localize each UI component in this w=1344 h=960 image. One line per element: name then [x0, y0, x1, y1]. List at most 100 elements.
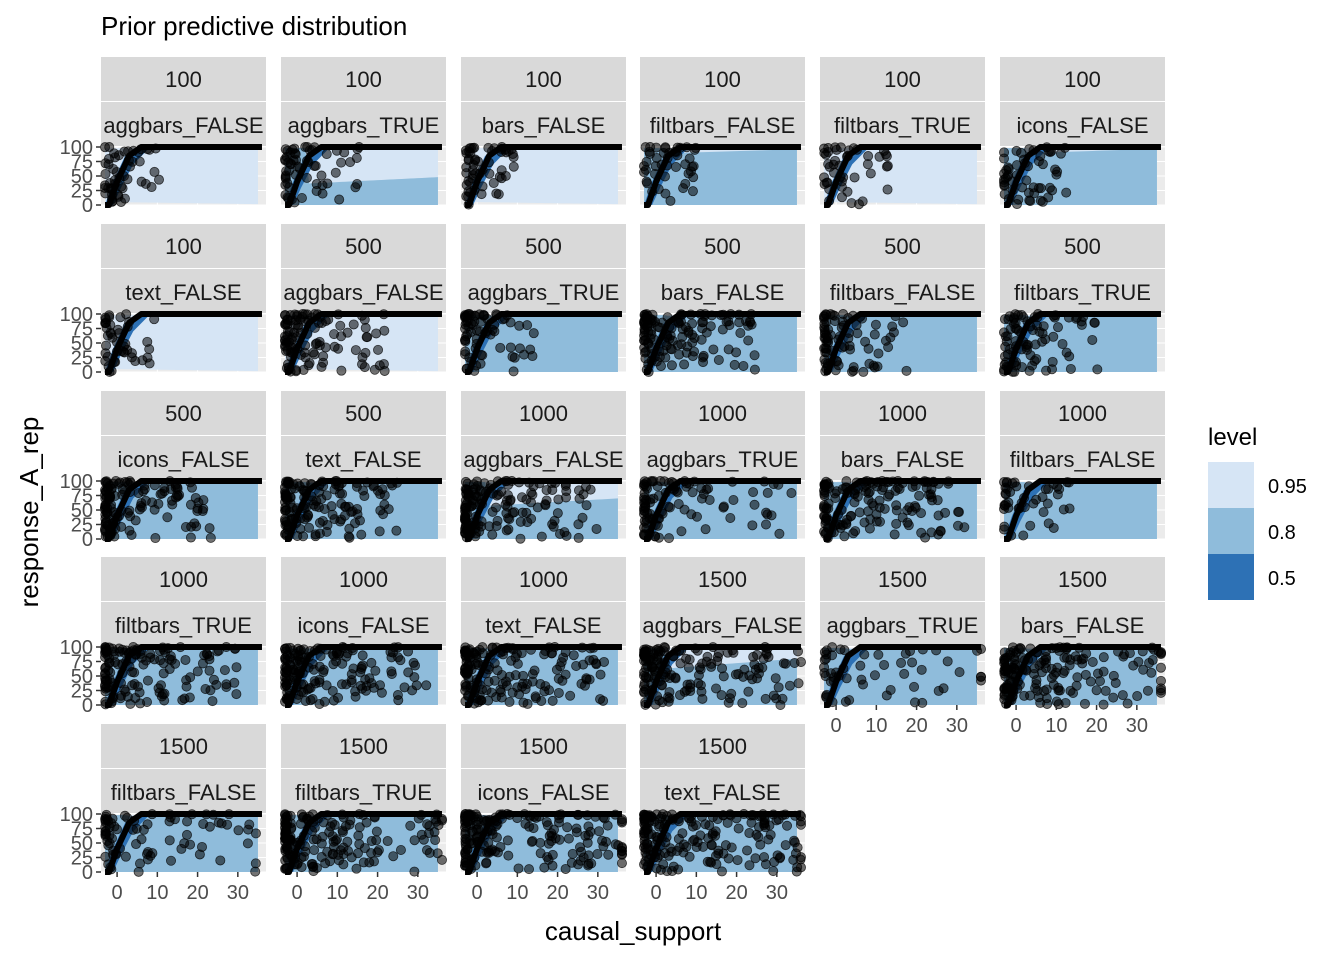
data-point [215, 855, 226, 866]
x-tick-label: 0 [292, 882, 303, 904]
strip-label-sample-size: 1000 [878, 401, 927, 426]
data-point [761, 519, 772, 530]
data-point [680, 178, 691, 189]
data-point [1000, 341, 1011, 352]
x-tick-label: 20 [366, 882, 388, 904]
data-point [299, 478, 310, 489]
data-point [1092, 364, 1103, 375]
data-point [563, 833, 574, 844]
data-point [125, 698, 136, 709]
data-point [890, 485, 901, 496]
data-point [158, 658, 169, 669]
data-point [864, 523, 875, 534]
data-point [665, 195, 676, 206]
data-point [514, 343, 525, 354]
data-point [662, 866, 673, 877]
strip-label-condition: aggbars_TRUE [288, 113, 440, 138]
data-point [393, 695, 404, 706]
data-point [1144, 657, 1155, 668]
data-point [536, 531, 547, 542]
data-point [831, 486, 842, 497]
data-point [515, 516, 526, 527]
data-point [379, 325, 390, 336]
data-point [819, 503, 830, 514]
data-point [839, 531, 850, 542]
data-point [205, 532, 216, 543]
median-line [824, 144, 981, 208]
strip-sample-size [281, 557, 446, 601]
data-point [666, 360, 677, 371]
strip-label-condition: bars_FALSE [841, 447, 965, 472]
data-point [184, 692, 195, 703]
data-point [369, 364, 380, 375]
data-point [959, 522, 970, 533]
strip-sample-size [640, 557, 805, 601]
data-point [1021, 175, 1032, 186]
data-point [219, 665, 230, 676]
data-point [192, 506, 203, 517]
data-point [319, 696, 330, 707]
strip-condition [820, 269, 985, 313]
data-point [524, 864, 535, 875]
data-point [521, 507, 532, 518]
data-point [651, 152, 662, 163]
data-point [592, 848, 603, 859]
data-point [757, 662, 768, 673]
data-point [142, 819, 153, 830]
data-point [874, 495, 885, 506]
strip-sample-size [461, 391, 626, 435]
data-point [310, 531, 321, 542]
strip-condition [640, 436, 805, 480]
data-point [127, 680, 138, 691]
strip-label-sample-size: 1500 [698, 734, 747, 759]
facet-panel: 1500 aggbars_FALSE [639, 557, 806, 710]
data-point [889, 529, 900, 540]
data-point [399, 682, 410, 693]
data-point [1052, 322, 1063, 333]
strip-sample-size [1000, 57, 1165, 101]
data-point [1100, 685, 1111, 696]
data-point [158, 668, 169, 679]
data-point [368, 856, 379, 867]
data-point [642, 661, 653, 672]
data-point [462, 329, 473, 340]
strip-label-condition: filtbars_FALSE [1010, 447, 1156, 472]
data-point [583, 858, 594, 869]
data-point [153, 683, 164, 694]
facet-panel: 500 aggbars_FALSE [280, 224, 446, 377]
median-line [465, 478, 622, 542]
data-point [891, 518, 902, 529]
data-point [1047, 364, 1058, 375]
median-line [824, 478, 981, 542]
interval-95 [465, 148, 618, 205]
data-point [749, 350, 760, 361]
x-tick-label: 0 [112, 882, 123, 904]
data-point [544, 685, 555, 696]
strip-condition [461, 602, 626, 646]
data-point [115, 312, 126, 323]
data-point [1061, 347, 1072, 358]
data-point [1048, 522, 1059, 533]
data-point [165, 651, 176, 662]
y-tick-label: 25 [71, 181, 93, 203]
strip-label-sample-size: 100 [704, 67, 741, 92]
data-point [1055, 148, 1066, 159]
data-point [926, 527, 937, 538]
data-point [795, 656, 806, 667]
strip-sample-size [1000, 224, 1165, 268]
y-tick-label: 100 [60, 304, 93, 326]
strip-label-sample-size: 1000 [159, 567, 208, 592]
strip-label-condition: icons_FALSE [297, 613, 429, 638]
data-point [553, 687, 564, 698]
data-point [164, 816, 175, 827]
data-point [663, 533, 674, 544]
strip-sample-size [101, 391, 266, 435]
data-point [501, 525, 512, 536]
data-point [1025, 690, 1036, 701]
strip-label-condition: filtbars_TRUE [115, 613, 252, 638]
data-point [744, 860, 755, 871]
strip-label-condition: aggbars_FALSE [283, 280, 443, 305]
data-point [553, 494, 564, 505]
scatter-points [999, 309, 1103, 377]
data-point [597, 835, 608, 846]
